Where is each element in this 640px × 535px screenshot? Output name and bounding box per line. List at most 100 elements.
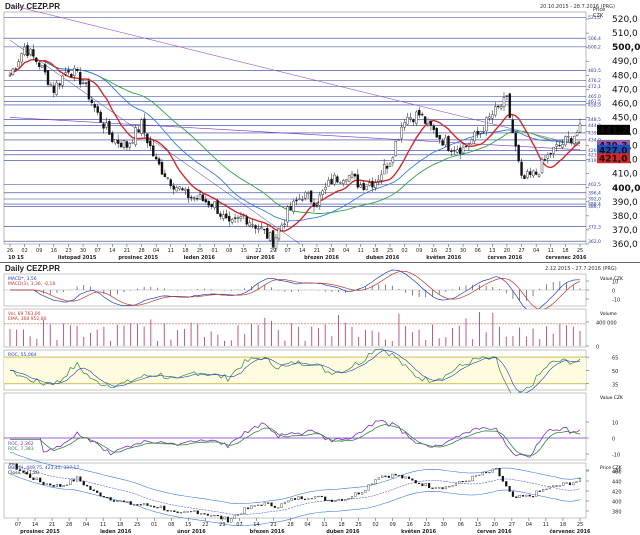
candle-body	[423, 116, 427, 124]
time-day-label: 28	[328, 248, 334, 254]
bb-candle	[109, 497, 112, 501]
lower-month-label: červen 2016	[477, 528, 512, 535]
bb-candle	[387, 475, 390, 478]
time-day-label: 18	[182, 248, 188, 254]
time-day-label: 26	[7, 248, 13, 254]
macd-signal-legend: MACD(3), 3,36, -0,18	[8, 281, 55, 287]
candle-body	[210, 204, 213, 208]
price-badge-value: 441,2	[599, 126, 627, 136]
bb-candle	[458, 480, 461, 484]
candle-body	[499, 106, 503, 109]
bb-candle	[521, 495, 525, 497]
lower-day-label: 18	[338, 522, 344, 528]
bb-candle	[568, 482, 572, 486]
time-day-label: 02	[401, 248, 407, 254]
bb-candle	[360, 492, 364, 495]
price-tick-label: 520,0	[612, 15, 638, 25]
candle-body	[382, 164, 386, 175]
candle-body	[526, 171, 529, 178]
trendline	[9, 117, 581, 151]
main-plot-area[interactable]	[3, 11, 587, 245]
bb-candle	[471, 475, 474, 482]
candle-body	[561, 144, 564, 148]
time-month-label: prosinec 2015	[118, 255, 158, 261]
candle-body	[567, 136, 570, 138]
bb-candle	[263, 502, 266, 506]
bb-candle	[246, 507, 250, 510]
bb-candle	[307, 498, 310, 500]
indicator-tick-label: -10	[612, 453, 620, 459]
support-line-label: 476,2	[588, 78, 601, 84]
bb-candle	[555, 485, 558, 487]
ma-green-line	[9, 59, 581, 214]
macd-panel[interactable]: MACD*, 3,56 MACD(3), 3,36, -0,18 Value C…	[3, 269, 624, 313]
candle-body	[558, 144, 561, 147]
lower-day-label: 25	[134, 522, 140, 528]
moving-averages	[9, 58, 581, 232]
time-day-label: 11	[168, 248, 174, 254]
candle-body	[277, 228, 281, 240]
bb-candle	[324, 496, 327, 501]
time-day-label: 11	[358, 248, 364, 254]
lower-day-label: 14	[253, 522, 259, 528]
bb-candle	[52, 485, 55, 487]
candle-body	[371, 181, 374, 188]
price-axis: Price CZK 520,0 510,0 500,0 490,0 480,0 470,0…	[586, 7, 640, 250]
lower-day-label: 16	[407, 522, 413, 528]
candle-body	[181, 188, 184, 191]
candle-body	[268, 232, 272, 241]
lower-time-axis: 07 14 21 28 04 11 18 25 01 08 15 22 29 07 14 21 28 04 11 18…	[15, 518, 591, 535]
candle-body	[295, 199, 298, 202]
candle-body	[420, 113, 424, 116]
bb-candle	[283, 501, 287, 504]
indicator-tick-label: 440	[612, 480, 622, 486]
candle-body	[70, 73, 73, 77]
bb-candle	[8, 463, 12, 465]
bb-candle	[260, 504, 263, 506]
time-day-label: 29	[270, 248, 276, 254]
bb-candle	[374, 479, 377, 485]
time-day-label: 30	[460, 248, 466, 254]
bb-candle	[86, 484, 89, 487]
candle-body	[400, 126, 403, 139]
candle-body	[190, 196, 193, 199]
candle-body	[347, 175, 351, 182]
bb-candle	[428, 483, 431, 489]
indicator-tick-label: 10	[612, 421, 618, 427]
indicator-tick-label: 50	[612, 369, 618, 375]
time-day-label: 04	[533, 248, 539, 254]
bb-candle	[451, 485, 454, 487]
bb-candle	[431, 487, 434, 489]
bb-candle	[45, 483, 48, 485]
candle-body	[187, 188, 190, 199]
bb-candle	[468, 480, 471, 482]
time-day-label: 18	[562, 248, 568, 254]
lower-window-title: Daily CEZP.PR	[5, 264, 60, 273]
bb-candle	[424, 483, 427, 487]
volume-panel[interactable]: Vol, 69 763,00 EMA, 368 952,80 Volume 40…	[3, 308, 617, 351]
bb-candle	[186, 511, 189, 513]
lower-day-label: 15	[185, 522, 191, 528]
bb-candle	[578, 478, 582, 482]
candle-body	[456, 149, 459, 153]
bb-candle	[12, 463, 15, 465]
candle-body	[266, 227, 269, 239]
candle-body	[315, 205, 319, 207]
bb-candle	[337, 498, 340, 501]
candle-body	[508, 93, 512, 118]
candle-body	[304, 192, 307, 199]
bb-candle	[394, 473, 397, 476]
candle-body	[350, 173, 354, 178]
bb-candle	[525, 494, 528, 497]
candle-body	[254, 225, 257, 229]
candle-body	[453, 150, 456, 152]
candle-body	[207, 200, 210, 206]
bollinger-panel[interactable]: BB(20), 449,75, 423,45, 397,17 Close, 44…	[3, 452, 623, 527]
price-tick-label: 380,0	[612, 212, 638, 222]
price-tick-label: 450,0	[612, 113, 638, 123]
roc-panel[interactable]: ROC, 2,362 ROC, 7,383 Value CZK 10 0 -10 -2…	[3, 392, 624, 475]
bb-candle	[230, 518, 233, 523]
bb-candle	[488, 472, 491, 474]
